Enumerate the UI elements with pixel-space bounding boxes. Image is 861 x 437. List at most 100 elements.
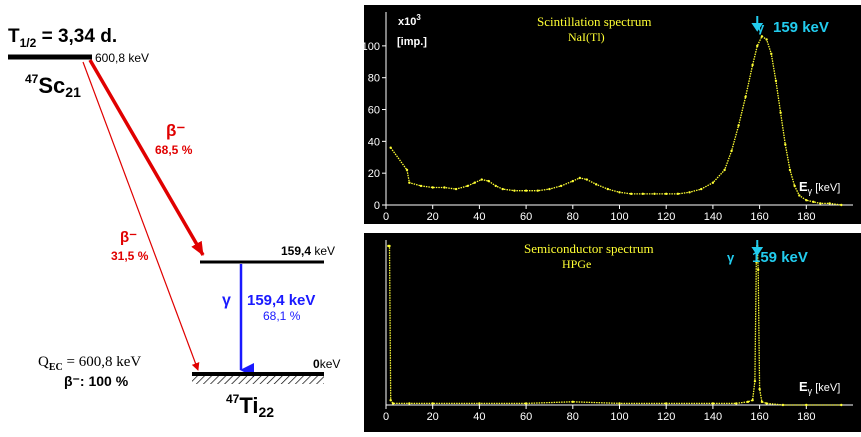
spectrum-point <box>723 168 726 172</box>
x-tick-label: 20 <box>427 411 439 423</box>
beta-ground-label: β⁻ <box>120 229 137 246</box>
spectrum-point <box>454 187 458 191</box>
spectrum-point <box>665 402 668 405</box>
semi-data-points <box>387 244 843 407</box>
q-value-text: QEC = 600,8 keV <box>38 354 141 373</box>
semiconductor-background <box>364 233 861 432</box>
spectrum-point <box>765 402 768 405</box>
beta-arrow-main <box>88 59 205 256</box>
semi-x-label: Eγ [keV] <box>799 379 840 396</box>
y-tick-label: 40 <box>368 136 380 148</box>
x-tick-label: 80 <box>567 411 579 423</box>
scintillation-title: Scintillation spectrum <box>537 14 651 29</box>
spectrum-point <box>480 178 483 181</box>
x-tick-label: 180 <box>797 211 815 223</box>
scintillation-panel: Scintillation spectrum NaI(Tl) x103 [imp… <box>362 5 861 224</box>
x-tick-label: 140 <box>704 211 722 223</box>
parent-level-energy: 600,8 keV <box>95 51 149 65</box>
scintillation-background <box>364 5 861 224</box>
spectrum-point <box>513 189 516 192</box>
spectrum-point <box>779 111 782 114</box>
spectrum-point <box>793 184 796 188</box>
semiconductor-subtitle: HPGe <box>562 257 591 271</box>
spectrum-point <box>744 95 747 98</box>
spectrum-point <box>431 402 434 405</box>
beta-main-label: β⁻ <box>166 121 185 140</box>
spectrum-point <box>735 402 738 405</box>
spectrum-point <box>828 202 831 205</box>
spectrum-point <box>431 186 434 189</box>
y-tick-label: 100 <box>362 41 380 53</box>
spectrum-point <box>755 260 758 264</box>
spectrum-point <box>711 402 715 405</box>
spectrum-point <box>559 184 563 188</box>
spectrum-point <box>812 200 815 204</box>
spectrum-point <box>618 402 621 405</box>
spectrum-point <box>751 399 754 402</box>
y-unit-label: [imp.] <box>397 36 427 48</box>
spectrum-point <box>840 403 843 407</box>
spectrum-point <box>765 38 768 41</box>
spectrum-point <box>585 178 589 181</box>
spectrum-point <box>711 181 715 184</box>
spectrum-point <box>774 79 778 83</box>
spectrum-point <box>665 192 668 196</box>
spectrum-point <box>629 192 633 196</box>
excited-level-energy: 159,4 keV <box>281 244 335 258</box>
x-tick-label: 140 <box>704 411 722 423</box>
spectrum-point <box>473 181 476 184</box>
semi-x-ticks: 0 20 40 60 80 100 120 140 160 180 <box>383 405 815 423</box>
semiconductor-panel: Semiconductor spectrum HPGe 0 20 40 60 80 100… <box>364 233 861 432</box>
scintillation-subtitle: NaI(Tl) <box>568 30 605 44</box>
x-tick-label: 0 <box>383 411 389 423</box>
spectrum-point <box>524 189 528 192</box>
spectrum-point <box>760 400 764 404</box>
half-life-text: T1/2 = 3,34 d. <box>8 26 117 50</box>
spectrum-point <box>501 187 504 191</box>
spectrum-point <box>758 387 761 391</box>
spectrum-point <box>805 199 808 202</box>
spectrum-point <box>641 192 645 196</box>
spectrum-point <box>419 184 423 188</box>
spectrum-point <box>840 203 843 207</box>
spectrum-point <box>746 400 750 404</box>
x-tick-label: 60 <box>520 211 532 223</box>
scint-peak-label: 159 keV <box>773 19 829 36</box>
spectrum-point <box>819 202 822 205</box>
spectrum-point <box>594 183 598 186</box>
spectrum-point <box>788 168 792 172</box>
gamma-symbol: γ <box>222 292 231 309</box>
gamma-intensity: 68,1 % <box>263 309 301 323</box>
beta-arrow-ground <box>82 61 200 371</box>
spectrum-point <box>784 143 787 146</box>
x-tick-label: 160 <box>750 211 768 223</box>
scint-x-label: Eγ [keV] <box>799 179 840 196</box>
x-tick-label: 0 <box>383 211 389 223</box>
daughter-nucleus-label: 47Ti22 <box>226 392 274 420</box>
x-tick-label: 80 <box>567 211 579 223</box>
beta-total-text: β⁻: 100 % <box>64 373 129 389</box>
semi-peak-gamma: γ <box>727 250 735 265</box>
y-tick-label: 80 <box>368 73 380 85</box>
scint-data-points <box>389 35 843 207</box>
spectrum-point <box>737 124 740 127</box>
x-tick-label: 40 <box>473 411 485 423</box>
spectrum-point <box>405 168 409 172</box>
spectrum-point <box>578 176 582 180</box>
spectrum-point <box>606 187 610 191</box>
spectrum-point <box>536 189 539 192</box>
parent-nucleus-label: 47Sc21 <box>25 72 81 100</box>
x-tick-label: 100 <box>610 211 628 223</box>
y-tick-label: 60 <box>368 105 380 117</box>
spectrum-point <box>408 181 411 184</box>
scint-y-ticks: 0 20 40 60 80 100 <box>362 41 386 212</box>
spectrum-point <box>756 268 760 272</box>
beta-main-intensity: 68,5 % <box>155 143 193 157</box>
x-tick-label: 120 <box>657 211 675 223</box>
scint-peak-arrow <box>751 16 764 32</box>
x-tick-label: 100 <box>610 411 628 423</box>
x-tick-label: 180 <box>797 411 815 423</box>
ground-level-energy: 0keV <box>313 357 340 371</box>
scint-peak-gamma: γ <box>757 20 765 35</box>
